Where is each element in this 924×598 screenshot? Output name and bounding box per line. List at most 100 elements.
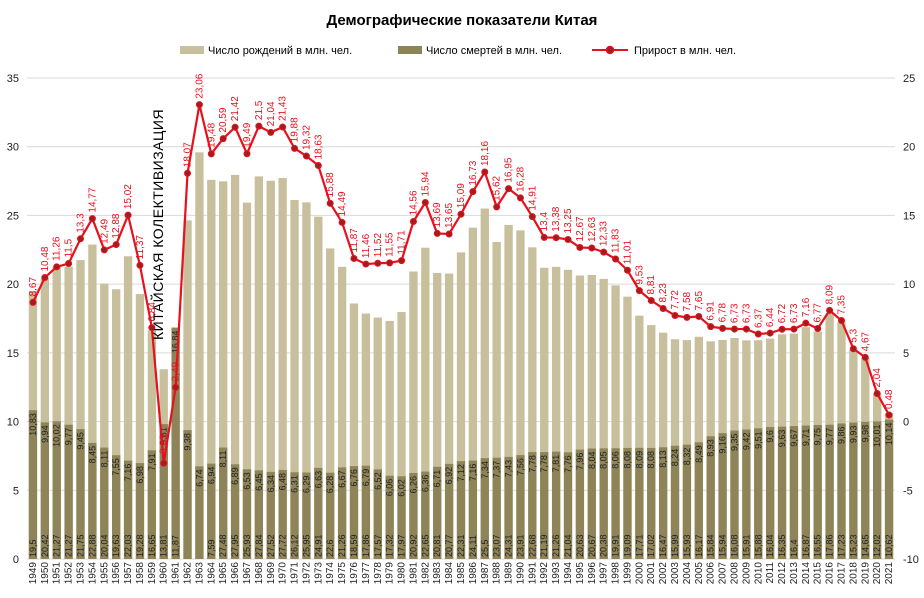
growth-value-label: 12,49: [99, 218, 110, 243]
death-bar: [540, 452, 549, 559]
death-bar: [861, 421, 870, 559]
death-bar: [682, 444, 692, 559]
birth-value-label: 11,87: [171, 535, 181, 557]
legend-label-growth: Прирост в млн. чел.: [634, 45, 736, 57]
death-value-label: 9,67: [789, 429, 799, 447]
birth-value-label: 27,95: [230, 534, 240, 557]
growth-value-label: 14,49: [337, 191, 348, 216]
birth-bar: [647, 325, 656, 559]
birth-value-label: 17,86: [361, 534, 371, 557]
death-value-label: 9,81: [159, 427, 169, 445]
death-bar: [480, 458, 489, 559]
growth-point: [493, 203, 501, 211]
birth-value-label: 17,57: [373, 534, 383, 557]
growth-point: [873, 390, 881, 398]
growth-series: [29, 101, 893, 467]
growth-point: [814, 325, 822, 333]
death-bar: [551, 451, 561, 559]
year-label: 1950: [40, 562, 51, 585]
growth-point: [623, 266, 631, 274]
year-label: 1993: [551, 562, 562, 585]
year-label: 1968: [254, 562, 265, 585]
growth-value-label: 12,63: [587, 217, 598, 242]
growth-value-label: 6,91: [706, 301, 717, 321]
year-label: 2003: [670, 562, 681, 585]
left-tick-label: 20: [7, 279, 19, 291]
death-bar: [266, 471, 275, 559]
birth-bar: [195, 152, 204, 559]
growth-value-label: 6,44: [765, 307, 776, 327]
birth-value-label: 19,91: [611, 534, 621, 557]
death-bar: [575, 449, 585, 559]
death-bar: [587, 448, 596, 559]
right-tick-label: -10: [903, 554, 919, 566]
death-bar: [825, 424, 834, 559]
death-bar: [135, 463, 145, 559]
death-bar: [373, 469, 382, 559]
growth-point: [374, 259, 382, 267]
death-value-label: 8,24: [670, 449, 680, 467]
growth-value-label: 21,5: [254, 100, 265, 120]
growth-point: [849, 345, 857, 353]
death-value-label: 7,96: [575, 453, 585, 471]
birth-bar: [409, 271, 418, 559]
death-bar: [563, 452, 573, 559]
birth-bar: [528, 247, 537, 559]
birth-value-label: 22,65: [420, 534, 430, 557]
year-label: 1966: [230, 562, 241, 585]
birth-bar: [337, 266, 347, 559]
growth-point: [885, 411, 893, 419]
birth-bar: [658, 332, 668, 559]
birth-value-label: 10,62: [884, 534, 894, 557]
birth-value-label: 17,86: [825, 534, 835, 557]
year-label: 1999: [622, 562, 633, 585]
growth-value-label: 4,67: [860, 331, 871, 351]
birth-value-label: 16,47: [658, 534, 668, 557]
growth-value-label: 15,02: [123, 184, 134, 209]
year-label: 1990: [515, 562, 526, 585]
death-bar: [349, 466, 359, 559]
year-label: 2018: [848, 562, 859, 585]
death-value-label: 6,26: [408, 476, 418, 494]
growth-point: [564, 235, 572, 243]
growth-point: [754, 330, 762, 338]
birth-bar: [88, 244, 97, 560]
growth-value-label: 10,48: [40, 246, 51, 271]
growth-point: [766, 329, 774, 337]
death-value-label: 6,98: [135, 466, 145, 484]
birth-bar: [326, 248, 335, 559]
death-value-label: 6,71: [432, 470, 442, 488]
growth-point: [719, 324, 727, 332]
death-value-label: 7,78: [527, 455, 537, 473]
birth-value-label: 24,31: [504, 534, 514, 557]
death-bar: [159, 424, 168, 559]
death-value-label: 6,76: [349, 469, 359, 487]
birth-bar: [421, 247, 430, 559]
year-label: 1997: [599, 562, 610, 585]
death-bar: [873, 421, 882, 559]
growth-point: [255, 122, 263, 130]
year-label: 1955: [99, 562, 110, 585]
death-value-label: 7,91: [147, 453, 157, 471]
death-bar: [444, 463, 454, 559]
year-label: 1987: [480, 562, 491, 585]
death-bar: [302, 472, 311, 559]
growth-value-label: 8,23: [658, 283, 669, 303]
growth-value-label: 2,49: [171, 361, 182, 381]
growth-point: [671, 311, 679, 319]
growth-point: [267, 128, 275, 136]
year-label: 1958: [135, 562, 146, 585]
growth-value-label: 7,35: [836, 295, 847, 315]
growth-value-label: 6,84: [147, 302, 158, 322]
growth-point: [88, 215, 96, 223]
birth-value-label: 19,09: [622, 534, 632, 557]
growth-point: [362, 260, 370, 268]
birth-value-label: 15,91: [741, 534, 751, 557]
growth-value-label: 11,52: [373, 233, 384, 258]
growth-value-label: 5,3: [848, 328, 859, 342]
growth-value-label: 18,16: [480, 141, 491, 166]
death-value-label: 7,34: [480, 461, 490, 479]
birth-value-label: 25,5: [480, 539, 490, 557]
right-tick-label: -5: [903, 485, 913, 497]
birth-value-label: 23,07: [492, 534, 502, 557]
